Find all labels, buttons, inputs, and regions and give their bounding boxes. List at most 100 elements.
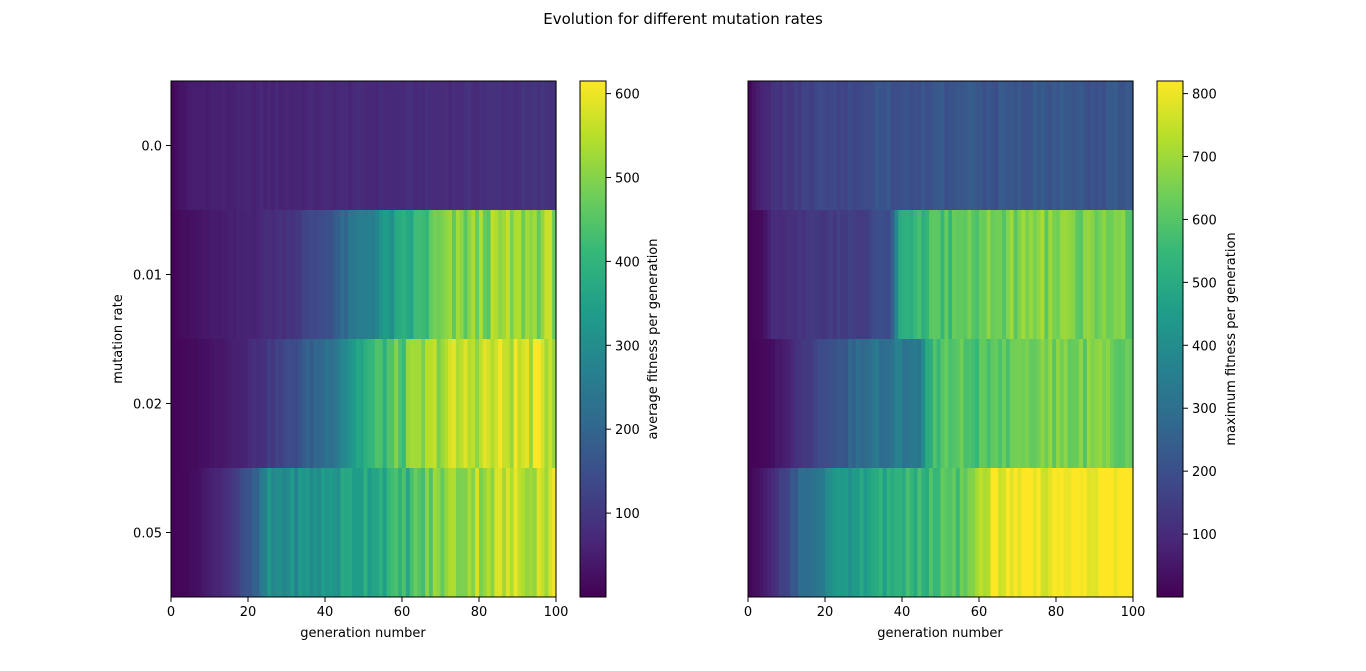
- heatmap-cell: [382, 468, 388, 597]
- heatmap-cell: [332, 81, 338, 210]
- heatmap-cell: [851, 468, 857, 597]
- heatmap-cell: [1017, 210, 1022, 339]
- heatmap-cell: [786, 339, 791, 468]
- heatmap-cell: [767, 468, 772, 597]
- x-tick-label: 20: [817, 605, 834, 620]
- heatmap-cell: [255, 339, 261, 468]
- heatmap-cell: [867, 210, 872, 339]
- heatmap-cell: [298, 339, 303, 468]
- heatmap-cell: [801, 468, 807, 597]
- heatmap-cell: [467, 468, 472, 597]
- heatmap-cell: [898, 339, 903, 468]
- heatmap-cell: [790, 339, 795, 468]
- heatmap-cell: [386, 339, 392, 468]
- heatmap-cell: [1117, 210, 1123, 339]
- heatmap-cell: [794, 81, 799, 210]
- heatmap-cell: [305, 210, 311, 339]
- heatmap-cell: [228, 468, 234, 597]
- heatmap-cell: [1125, 210, 1130, 339]
- heatmap-cell: [1013, 81, 1019, 210]
- heatmap-cell: [413, 339, 418, 468]
- heatmap-cell: [490, 210, 495, 339]
- heatmap-cell: [840, 339, 845, 468]
- heatmap-cell: [967, 339, 972, 468]
- heatmap-cell: [948, 468, 953, 597]
- heatmap-cell: [386, 81, 392, 210]
- heatmap-cell: [774, 210, 780, 339]
- heatmap-cell: [482, 81, 488, 210]
- heatmap-cell: [1129, 339, 1134, 468]
- heatmap-cell: [444, 468, 449, 597]
- heatmap-cell: [917, 468, 922, 597]
- heatmap-cell: [536, 210, 542, 339]
- heatmap-cell: [432, 339, 438, 468]
- heatmap-cell: [1113, 81, 1119, 210]
- heatmap-cell: [986, 339, 992, 468]
- heatmap-cell: [805, 210, 811, 339]
- heatmap-cell: [909, 210, 915, 339]
- heatmap-cell: [844, 210, 849, 339]
- heatmap-cell: [986, 468, 992, 597]
- heatmap-cell: [194, 468, 199, 597]
- heatmap-cell: [944, 81, 949, 210]
- heatmap-cell: [944, 210, 949, 339]
- heatmap-cell: [351, 339, 357, 468]
- heatmap-cell: [475, 339, 480, 468]
- heatmap-cell: [1071, 468, 1076, 597]
- heatmap-cell: [755, 81, 761, 210]
- heatmap-cell: [878, 468, 884, 597]
- heatmap-cell: [232, 339, 238, 468]
- heatmap-cell: [1052, 81, 1057, 210]
- heatmap-cell: [940, 210, 945, 339]
- heatmap-cell: [182, 468, 187, 597]
- heatmap-cell: [455, 210, 461, 339]
- heatmap-cell: [936, 210, 942, 339]
- heatmap-cell: [902, 468, 907, 597]
- heatmap-cell: [940, 468, 945, 597]
- heatmap-cell: [471, 210, 476, 339]
- heatmap-cell: [209, 468, 214, 597]
- colorbar-tick-label: 800: [1192, 88, 1217, 103]
- heatmap-cell: [1113, 210, 1119, 339]
- heatmap-cell: [402, 339, 407, 468]
- heatmap-cell: [1044, 81, 1049, 210]
- heatmap-cell: [340, 468, 345, 597]
- heatmap-cell: [1059, 210, 1065, 339]
- heatmap-cell: [479, 210, 484, 339]
- heatmap-cell: [828, 468, 834, 597]
- heatmap-cell: [290, 81, 295, 210]
- heatmap-cell: [390, 81, 395, 210]
- heatmap-cell: [232, 210, 238, 339]
- x-tick-label: 100: [1121, 605, 1146, 620]
- heatmap-cell: [548, 468, 553, 597]
- heatmap-cell: [421, 339, 426, 468]
- heatmap-cell: [232, 468, 238, 597]
- heatmap-cell: [398, 210, 403, 339]
- heatmap-cell: [1117, 468, 1123, 597]
- heatmap-cell: [332, 339, 338, 468]
- heatmap-cell: [855, 339, 861, 468]
- heatmap-cell: [197, 81, 203, 210]
- heatmap-cell: [178, 210, 184, 339]
- heatmap-cell: [371, 468, 376, 597]
- heatmap-cell: [832, 210, 838, 339]
- heatmap-cell: [909, 339, 915, 468]
- heatmap-cell: [328, 339, 334, 468]
- average-fitness-heatmap: 0 20 40 60 80 100 0.0 0.01 0.02 0.05 generation …: [111, 80, 568, 641]
- heatmap-cell: [755, 339, 761, 468]
- heatmap-cell: [1017, 339, 1022, 468]
- heatmap-cell: [798, 81, 803, 210]
- heatmap-cell: [998, 210, 1003, 339]
- heatmap-cell: [236, 468, 241, 597]
- heatmap-cell: [301, 81, 307, 210]
- heatmap-cell: [325, 81, 330, 210]
- heatmap-cell: [1075, 210, 1080, 339]
- heatmap-cell: [844, 468, 849, 597]
- heatmap-cell: [482, 339, 488, 468]
- x-axis-ticks: 0 20 40 60 80 100: [167, 597, 568, 620]
- heatmap-cell: [928, 339, 934, 468]
- heatmap-cell: [878, 339, 884, 468]
- heatmap-cell: [1009, 468, 1015, 597]
- heatmap-cell: [994, 210, 999, 339]
- heatmap-cell: [932, 339, 938, 468]
